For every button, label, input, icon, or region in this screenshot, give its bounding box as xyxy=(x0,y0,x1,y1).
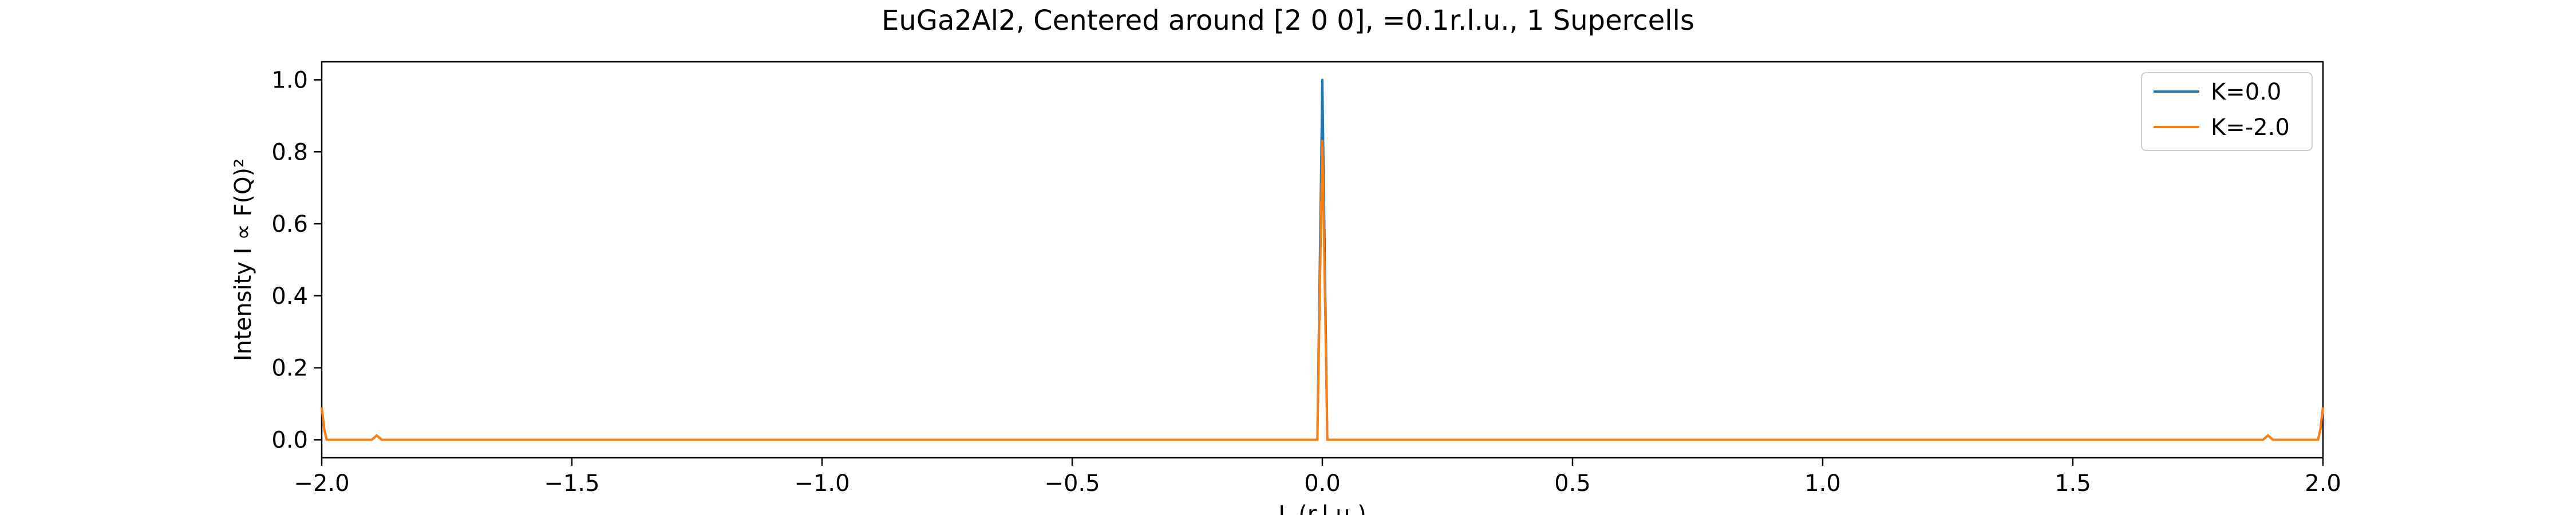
x-tick-label: −0.5 xyxy=(1044,470,1100,497)
x-axis-label: L (r.l.u.) xyxy=(1278,501,1366,515)
x-tick-label: −1.0 xyxy=(794,470,850,497)
y-tick-label: 1.0 xyxy=(271,67,308,93)
x-tick-label: −2.0 xyxy=(294,470,349,497)
y-tick-label: 0.2 xyxy=(271,355,308,382)
y-tick-label: 0.4 xyxy=(271,283,308,310)
series-line-1 xyxy=(321,140,2324,441)
x-tick-label: 0.5 xyxy=(1554,470,1591,497)
x-tick-label: 2.0 xyxy=(2305,470,2341,497)
x-axis-ticks: −2.0 −1.5 −1.0 −0.5 0.0 0.5 1.0 1.5 2.0 xyxy=(294,458,2341,497)
y-tick-label: 0.0 xyxy=(271,427,308,454)
y-axis-label: Intensity I ∝ F(Q)² xyxy=(230,159,256,361)
x-tick-label: 0.0 xyxy=(1304,470,1341,497)
x-tick-label: −1.5 xyxy=(544,470,599,497)
x-tick-label: 1.5 xyxy=(2055,470,2091,497)
series-layer xyxy=(321,78,2324,441)
x-tick-label: 1.0 xyxy=(1804,470,1841,497)
y-tick-label: 0.6 xyxy=(271,211,308,237)
legend: K=0.0 K=-2.0 xyxy=(2141,72,2313,151)
legend-label-k0: K=0.0 xyxy=(2211,79,2281,105)
legend-label-k-2: K=-2.0 xyxy=(2211,114,2290,141)
chart-title: EuGa2Al2, Centered around [2 0 0], =0.1r… xyxy=(882,5,1694,37)
y-tick-label: 0.8 xyxy=(271,139,308,165)
y-axis-ticks: 0.0 0.2 0.4 0.6 0.8 1.0 xyxy=(271,67,322,454)
